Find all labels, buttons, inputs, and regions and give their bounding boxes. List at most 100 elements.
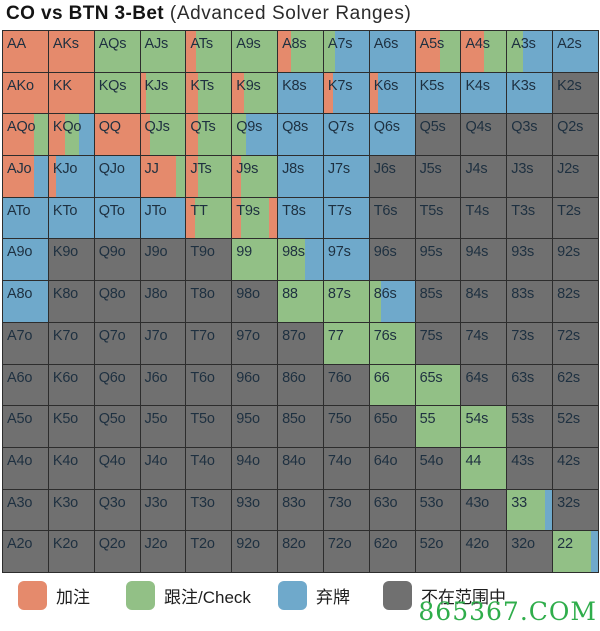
hand-label: J6s <box>373 161 396 178</box>
action-segment-not-in-range <box>94 406 140 447</box>
hand-label: 62s <box>557 369 580 386</box>
action-segment-not-in-range <box>48 489 94 531</box>
action-segment-not-in-range <box>461 239 507 281</box>
hand-label: K8o <box>52 286 79 303</box>
action-segment-call <box>198 114 232 156</box>
hand-label: 73o <box>327 494 352 511</box>
action-segment-not-in-range <box>369 156 415 197</box>
hand-label: 96o <box>236 369 260 386</box>
action-segment-call <box>94 31 140 72</box>
action-segment-fold <box>278 197 323 239</box>
range-cell-A5s: A5s <box>415 31 461 72</box>
action-segment-not-in-range <box>415 156 461 197</box>
range-cell-52s: 52s <box>553 406 598 447</box>
action-segment-call <box>149 114 186 156</box>
hand-label: AJs <box>144 36 169 52</box>
range-cell-43o: 43o <box>461 489 507 531</box>
action-segment-not-in-range <box>48 531 94 572</box>
action-segment-not-in-range <box>461 156 507 197</box>
action-segment-not-in-range <box>507 364 553 406</box>
hand-label: 96s <box>373 244 397 261</box>
action-segment-raise <box>94 114 140 156</box>
raise-color-swatch <box>18 580 47 610</box>
action-segment-not-in-range <box>507 197 553 239</box>
action-segment-call <box>507 489 546 531</box>
range-cell-T7o: T7o <box>186 322 232 364</box>
action-segment-not-in-range <box>186 447 232 489</box>
action-segment-fold <box>335 31 369 72</box>
hand-label: T6s <box>373 202 398 219</box>
action-segment-fold <box>34 156 48 197</box>
hand-label: 76o <box>327 369 352 386</box>
action-segment-call <box>507 31 523 72</box>
action-segment-not-in-range <box>461 281 507 322</box>
action-segment-not-in-range <box>140 239 186 281</box>
range-cell-K3o: K3o <box>48 489 94 531</box>
hand-label: JJ <box>144 161 159 178</box>
range-cell-73o: 73o <box>323 489 369 531</box>
hand-label: J8o <box>144 286 168 303</box>
hand-label: Q5s <box>419 119 446 136</box>
action-segment-fold <box>278 114 323 156</box>
range-cell-T6s: T6s <box>369 197 415 239</box>
action-segment-fold <box>140 197 186 239</box>
range-cell-J4o: J4o <box>140 447 186 489</box>
hand-label: 86s <box>373 286 397 303</box>
range-cell-32o: 32o <box>507 531 553 572</box>
hand-label: J3o <box>144 494 168 511</box>
range-cell-A4s: A4s <box>461 31 507 72</box>
action-segment-not-in-range <box>232 364 278 406</box>
range-cell-K4s: K4s <box>461 72 507 114</box>
hand-label: 97o <box>236 327 260 344</box>
hand-label: J3s <box>511 161 534 178</box>
hand-label: K6s <box>373 77 399 94</box>
hand-label: J9s <box>236 161 259 178</box>
range-cell-K7o: K7o <box>48 322 94 364</box>
range-cell-62s: 62s <box>553 364 598 406</box>
action-segment-not-in-range <box>461 489 507 531</box>
hand-label: 76s <box>373 327 397 344</box>
range-cell-T9o: T9o <box>186 239 232 281</box>
range-cell-J9s: J9s <box>232 156 278 197</box>
range-cell-99: 99 <box>232 239 278 281</box>
hand-label: 94s <box>465 244 489 261</box>
hand-label: 64s <box>465 369 489 386</box>
action-segment-not-in-range <box>140 489 186 531</box>
range-cell-83s: 83s <box>507 281 553 322</box>
action-segment-fold <box>78 114 94 156</box>
action-segment-not-in-range <box>278 364 323 406</box>
legend-label-call: 跟注/Check <box>164 587 251 607</box>
range-cell-J9o: J9o <box>140 239 186 281</box>
hand-label: T6o <box>190 369 215 386</box>
hand-label: K5o <box>52 411 79 428</box>
action-segment-call <box>278 281 323 322</box>
hand-label: T9s <box>236 202 260 219</box>
range-cell-75s: 75s <box>415 322 461 364</box>
range-cell-J6o: J6o <box>140 364 186 406</box>
hand-label: K7s <box>327 77 353 94</box>
hand-label: A5o <box>7 411 33 428</box>
range-cell-94o: 94o <box>232 447 278 489</box>
range-grid: AA AKs AQs AJs ATs A9s A8s A7s A6s A5s A4s A3s A2s AK… <box>2 30 599 573</box>
range-cell-Q4o: Q4o <box>94 447 140 489</box>
range-cell-75o: 75o <box>323 406 369 447</box>
hand-label: Q8o <box>98 286 126 303</box>
action-segment-raise <box>3 156 35 197</box>
range-cell-J5s: J5s <box>415 156 461 197</box>
action-segment-call <box>553 531 592 572</box>
action-segment-call <box>232 239 278 281</box>
range-cell-AQo: AQo <box>3 114 48 156</box>
range-cell-J3o: J3o <box>140 489 186 531</box>
hand-label: Q6s <box>373 119 400 136</box>
action-segment-call <box>198 156 232 197</box>
hand-label: 54o <box>419 452 444 469</box>
range-cell-K9s: K9s <box>232 72 278 114</box>
range-cell-Q3s: Q3s <box>507 114 553 156</box>
hand-label: 83o <box>282 494 306 511</box>
hand-label: 82o <box>282 536 306 553</box>
range-cell-63o: 63o <box>369 489 415 531</box>
hand-label: 94o <box>236 452 260 469</box>
action-segment-raise <box>3 31 48 72</box>
hand-label: Q6o <box>98 369 126 386</box>
hand-label: 52s <box>557 411 580 428</box>
